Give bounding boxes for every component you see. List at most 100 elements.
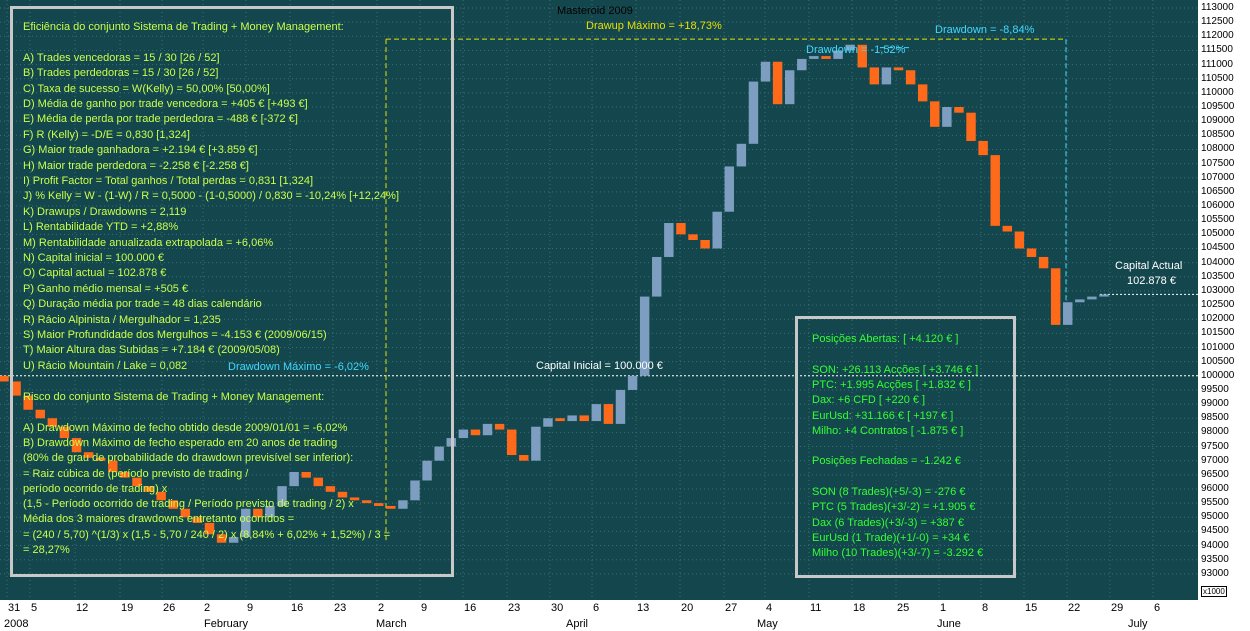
candle-down [386,505,396,509]
candle-up [1087,296,1097,300]
stat-line: O) Capital actual = 102.878 € [23,267,167,280]
stat-line: S) Maior Profundidade dos Mergulhos = -4… [23,329,327,341]
candle-down [917,84,928,102]
y-tick-label: 110000 [1201,86,1234,98]
stat-line: R) Rácio Alpinista / Mergulhador = 1,235 [23,313,221,326]
x-tick-label: 9 [247,602,254,614]
drawdown-884-label: Drawdown = -8,84% [935,24,1035,36]
month-label: June [937,618,961,630]
y-tick-label: 93500 [1201,553,1229,565]
candle-down [144,486,154,492]
candle-up [712,211,722,249]
candle-up [1075,299,1085,303]
x-tick-label: 23 [508,602,521,614]
y-tick-label: 101500 [1201,327,1235,339]
candle-up [482,423,493,436]
x-tick-label: 2 [378,602,385,614]
y-axis [1198,0,1250,600]
y-tick-label: 97500 [1201,440,1229,452]
y-tick-label: 106500 [1201,185,1235,197]
month-label: 2008 [4,618,29,630]
candle-down [772,61,783,105]
x-tick-label: 6 [1154,602,1161,614]
stat-line: Q) Duração média por trade = 48 dias cal… [23,298,262,311]
risk-line: B) Drawdown Máximo de fecho esperado em … [23,436,338,449]
capital-actual-label: Capital Actual [1115,260,1183,272]
candle-up [797,58,807,71]
y-tick-label: 95000 [1201,511,1229,523]
candle-down [1014,231,1025,249]
x-tick-label: 5 [31,602,38,614]
candle-up [531,426,541,461]
stat-line: T) Maior Altura das Subidas = +7.184 € (… [23,344,280,357]
candle-down [821,56,831,59]
candle-down [253,508,263,518]
risk-line: = 28,27% [23,544,70,556]
candle-up [652,256,662,297]
candle-up [458,429,469,439]
candle-down [1050,268,1061,325]
candle-up [942,107,952,127]
candle-down [192,517,203,523]
x-tick-label: 25 [897,602,910,614]
candle-down [337,491,348,498]
y-tick-label: 99000 [1201,398,1229,410]
candle-down [857,44,867,68]
candle-up [760,61,771,82]
y-tick-label: 99500 [1201,383,1229,395]
candle-down [555,418,565,422]
y-tick-label: 105000 [1201,228,1235,240]
candle-down [95,457,106,461]
y-tick-label: 94000 [1201,539,1229,551]
y-tick-label: 100000 [1201,369,1235,381]
x-tick-label: 20 [681,602,694,614]
x-axis [0,600,1250,631]
x-tick-label: 6 [593,602,600,614]
candle-down [349,497,360,501]
candle-down [1002,225,1013,232]
x-tick-label: 19 [121,602,134,614]
candle-up [228,537,239,543]
candle-up [785,70,795,105]
candle-down [216,534,227,543]
candle-down [204,522,215,535]
y-tick-label: 108000 [1201,143,1235,155]
candle-down [180,508,191,518]
candle-down [978,140,988,156]
stat-line: L) Rentabilidade YTD = +2,88% [23,221,179,234]
y-tick-label: 105500 [1201,214,1235,226]
x-tick-label: 11 [810,602,822,614]
stat-line: P) Ganho médio mensal = +505 € [23,282,189,295]
candle-down [470,429,481,436]
drawup-label: Drawup Máximo = +18,73% [586,20,722,32]
candles [0,44,1109,543]
stat-line: G) Maior trade ganhadora = +2.194 € [+3.… [23,144,258,157]
risk-line: (80% de grau de probabilidade do drawdow… [23,452,354,465]
y-tick-label: 96000 [1201,482,1229,494]
candle-up [664,223,674,257]
x-tick-label: 31 [8,602,21,614]
position-line: Posições Fechadas = -1.242 € [812,455,961,468]
candle-down [869,67,880,85]
stat-line: E) Média de perda por trade perdedora = … [23,113,298,126]
candle-up [434,446,444,461]
y-tick-label: 93000 [1201,567,1229,579]
y-tick-label: 100500 [1201,355,1235,367]
risk-line: = (240 / 5,70) ^(1/3) x (1,5 - 5,70 / 24… [23,528,391,541]
candle-up [833,50,843,59]
x-tick-label: 9 [421,602,428,614]
capital-actual-value: 102.878 € [1127,275,1176,287]
candle-down [676,223,686,235]
position-line: SON (8 Trades)(+5/-3) = -276 € [812,486,966,498]
candle-down [47,418,58,427]
candle-down [59,426,70,439]
candle-down [700,240,710,249]
stats-box: Eficiência do conjunto Sistema de Tradin… [10,6,454,577]
stat-line: I) Profit Factor = Total ganhos / Total … [23,175,314,187]
y-tick-label: 112000 [1201,30,1234,42]
risk-line: período ocorrido de trading) x [23,482,168,495]
month-label: February [204,618,249,630]
stat-line: M) Rentabilidade anualizada extrapolada … [23,236,274,249]
candle-down [301,472,311,478]
risk-line: Risco do conjunto Sistema de Trading + M… [23,391,325,403]
